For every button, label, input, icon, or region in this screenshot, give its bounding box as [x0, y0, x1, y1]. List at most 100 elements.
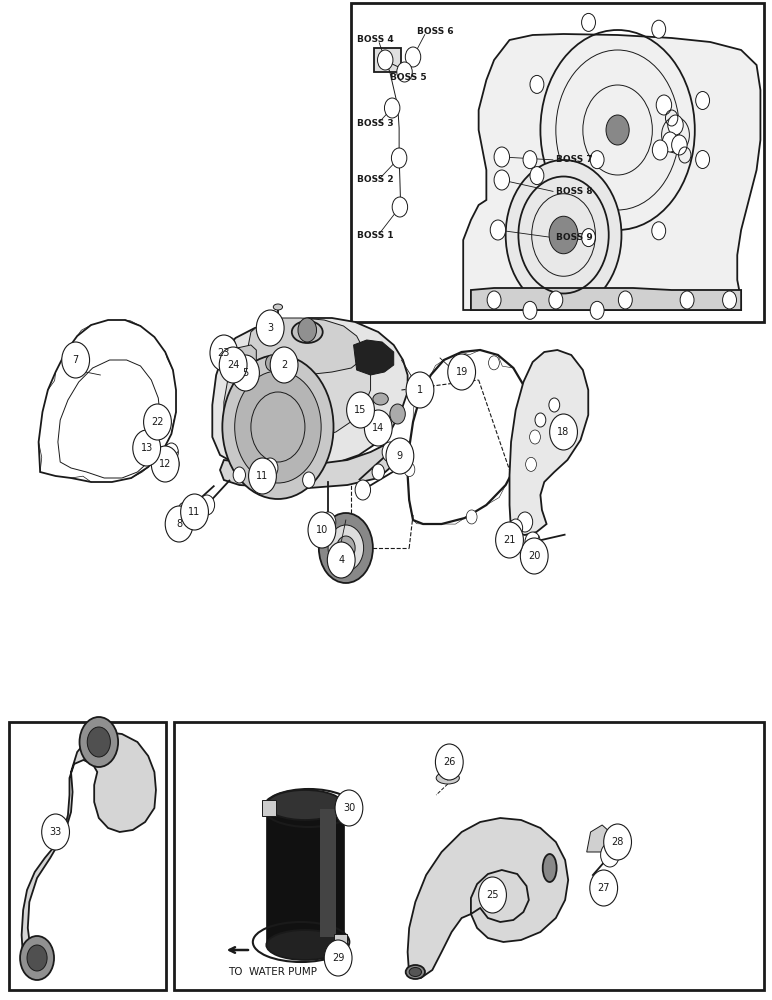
Text: 25: 25	[486, 890, 499, 900]
Circle shape	[266, 355, 278, 371]
Circle shape	[662, 132, 678, 152]
Circle shape	[144, 404, 171, 440]
Circle shape	[42, 814, 69, 850]
Circle shape	[397, 62, 412, 82]
Text: 18: 18	[557, 427, 570, 437]
Text: 22: 22	[151, 417, 164, 427]
Circle shape	[324, 940, 352, 976]
Circle shape	[723, 291, 736, 309]
Circle shape	[652, 222, 665, 240]
Circle shape	[696, 151, 709, 169]
Polygon shape	[247, 318, 363, 375]
Circle shape	[210, 335, 238, 371]
Circle shape	[87, 727, 110, 757]
Circle shape	[222, 355, 334, 499]
Circle shape	[27, 945, 47, 971]
Circle shape	[525, 532, 540, 552]
Circle shape	[235, 371, 321, 483]
Text: 27: 27	[598, 883, 610, 893]
Polygon shape	[408, 818, 568, 978]
Circle shape	[181, 494, 208, 530]
Circle shape	[494, 170, 510, 190]
Circle shape	[590, 301, 604, 319]
Circle shape	[417, 374, 428, 388]
Circle shape	[466, 510, 477, 524]
Circle shape	[604, 824, 631, 860]
Text: BOSS 6: BOSS 6	[417, 27, 453, 36]
Circle shape	[652, 20, 665, 38]
Circle shape	[672, 135, 687, 155]
Ellipse shape	[409, 968, 422, 976]
Circle shape	[249, 458, 276, 494]
Circle shape	[178, 502, 193, 522]
Text: 24: 24	[227, 360, 239, 370]
Circle shape	[530, 430, 540, 444]
Ellipse shape	[543, 854, 557, 882]
Polygon shape	[220, 445, 392, 488]
Bar	[334, 934, 347, 950]
Circle shape	[550, 414, 577, 450]
Text: 30: 30	[343, 803, 355, 813]
Ellipse shape	[273, 304, 283, 310]
Circle shape	[232, 355, 259, 391]
Polygon shape	[510, 350, 588, 535]
Text: BOSS 8: BOSS 8	[556, 188, 592, 196]
Text: 19: 19	[455, 367, 468, 377]
Circle shape	[404, 463, 415, 477]
Bar	[262, 800, 276, 816]
Circle shape	[535, 413, 546, 427]
Circle shape	[526, 457, 537, 471]
Circle shape	[335, 790, 363, 826]
Polygon shape	[587, 825, 610, 852]
Circle shape	[328, 525, 364, 571]
Circle shape	[523, 151, 537, 169]
Text: 29: 29	[332, 953, 344, 963]
Ellipse shape	[373, 393, 388, 405]
Text: 11: 11	[256, 471, 269, 481]
Circle shape	[327, 542, 355, 578]
Polygon shape	[374, 48, 401, 72]
Circle shape	[680, 291, 694, 309]
Circle shape	[479, 877, 506, 913]
Ellipse shape	[292, 321, 323, 343]
Text: 12: 12	[159, 459, 171, 469]
Circle shape	[549, 398, 560, 412]
Text: 5: 5	[242, 368, 249, 378]
Polygon shape	[471, 288, 741, 310]
Circle shape	[347, 392, 374, 428]
Circle shape	[696, 91, 709, 109]
Circle shape	[520, 538, 548, 574]
Circle shape	[392, 197, 408, 217]
Text: 28: 28	[611, 837, 624, 847]
Text: BOSS 3: BOSS 3	[357, 119, 393, 128]
Circle shape	[590, 870, 618, 906]
Bar	[351, 3, 764, 322]
Text: 1: 1	[417, 385, 423, 395]
Circle shape	[151, 446, 179, 482]
Circle shape	[601, 843, 619, 867]
Text: 14: 14	[372, 423, 384, 433]
Circle shape	[233, 467, 245, 483]
Circle shape	[496, 522, 523, 558]
Text: BOSS 4: BOSS 4	[357, 35, 394, 44]
Circle shape	[590, 151, 604, 169]
Circle shape	[509, 519, 523, 537]
Circle shape	[223, 337, 235, 353]
Circle shape	[390, 404, 405, 424]
Text: 4: 4	[338, 555, 344, 565]
Polygon shape	[228, 345, 256, 375]
Circle shape	[308, 512, 336, 548]
Text: 3: 3	[267, 323, 273, 333]
Text: 15: 15	[354, 405, 367, 415]
Polygon shape	[212, 318, 408, 470]
Circle shape	[337, 536, 355, 560]
Circle shape	[231, 361, 243, 377]
Circle shape	[20, 936, 54, 980]
Circle shape	[168, 457, 179, 471]
Text: 33: 33	[49, 827, 62, 837]
Circle shape	[219, 347, 247, 383]
Text: 9: 9	[397, 451, 403, 461]
Text: BOSS 7: BOSS 7	[556, 155, 593, 164]
Circle shape	[490, 220, 506, 240]
Text: 13: 13	[141, 443, 153, 453]
